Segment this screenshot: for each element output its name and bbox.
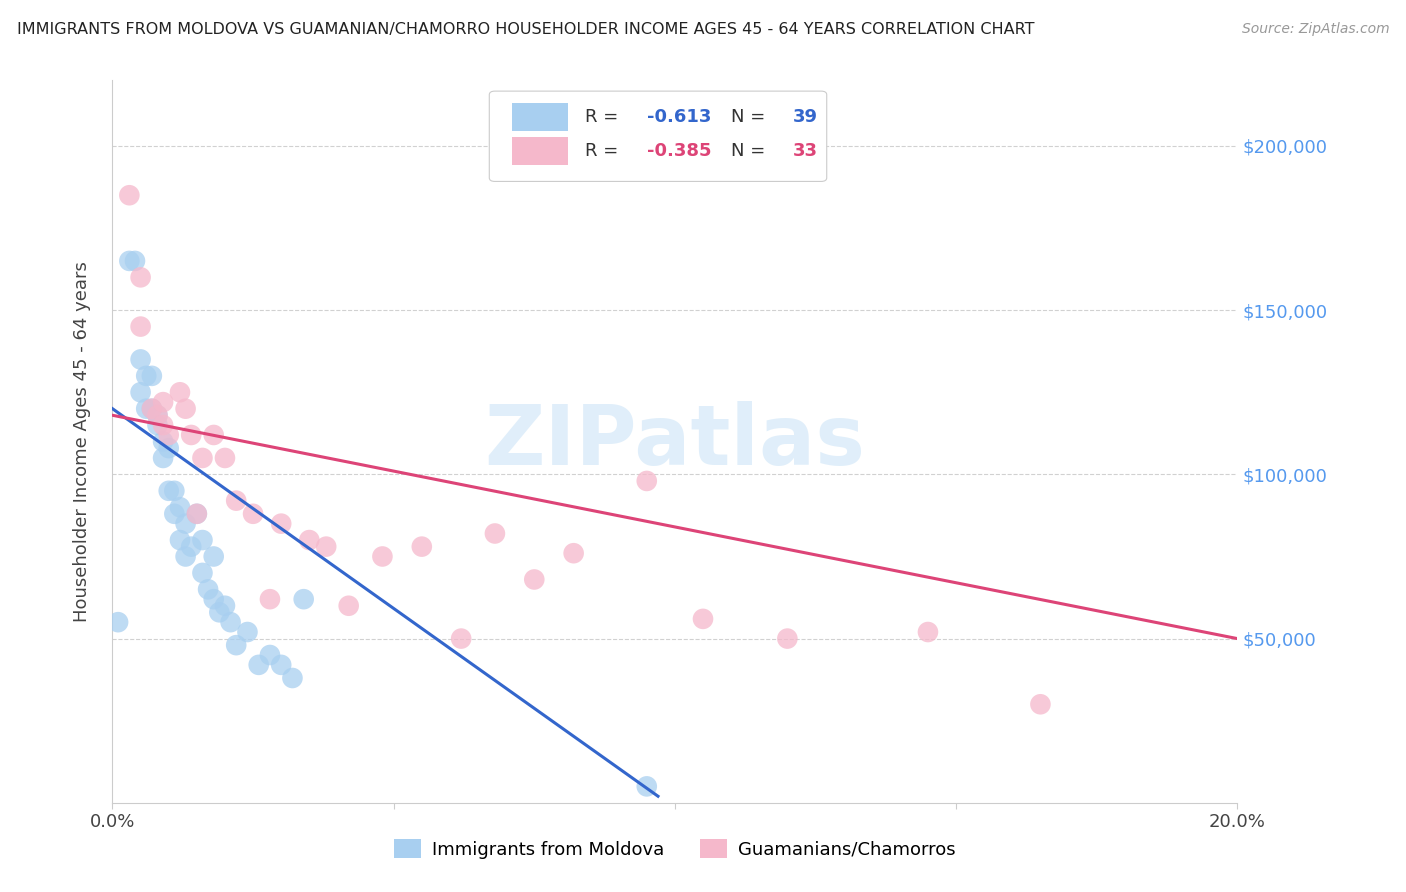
Point xyxy=(180,428,202,442)
Point xyxy=(315,540,337,554)
Text: -0.385: -0.385 xyxy=(647,142,711,160)
Point xyxy=(776,632,799,646)
Point xyxy=(169,385,191,400)
Point xyxy=(186,507,208,521)
Point xyxy=(152,418,174,433)
Point xyxy=(129,270,152,285)
Point xyxy=(169,500,191,515)
Point xyxy=(107,615,129,630)
Point xyxy=(636,780,658,794)
Point xyxy=(292,592,315,607)
Point xyxy=(242,507,264,521)
Point xyxy=(450,632,472,646)
Point xyxy=(411,540,433,554)
Point xyxy=(197,582,219,597)
Point xyxy=(146,418,169,433)
Point xyxy=(259,592,281,607)
Point xyxy=(636,474,658,488)
Point xyxy=(523,573,546,587)
Point xyxy=(337,599,360,613)
Y-axis label: Householder Income Ages 45 - 64 years: Householder Income Ages 45 - 64 years xyxy=(73,261,91,622)
Text: R =: R = xyxy=(585,108,624,126)
Point xyxy=(191,533,214,547)
Point xyxy=(917,625,939,640)
Point xyxy=(152,395,174,409)
Point xyxy=(174,401,197,416)
Point xyxy=(157,428,180,442)
Point xyxy=(270,516,292,531)
Point xyxy=(270,657,292,672)
Point xyxy=(163,507,186,521)
Point xyxy=(236,625,259,640)
Point xyxy=(152,434,174,449)
Point xyxy=(157,483,180,498)
Point xyxy=(124,253,146,268)
Point xyxy=(298,533,321,547)
Point xyxy=(157,441,180,455)
Text: ZIPatlas: ZIPatlas xyxy=(485,401,865,482)
Point xyxy=(371,549,394,564)
Text: IMMIGRANTS FROM MOLDOVA VS GUAMANIAN/CHAMORRO HOUSEHOLDER INCOME AGES 45 - 64 YE: IMMIGRANTS FROM MOLDOVA VS GUAMANIAN/CHA… xyxy=(17,22,1035,37)
Point xyxy=(219,615,242,630)
Point xyxy=(259,648,281,662)
Text: 39: 39 xyxy=(793,108,818,126)
Point xyxy=(180,540,202,554)
Point xyxy=(214,450,236,465)
Point xyxy=(135,401,157,416)
Point xyxy=(191,450,214,465)
Point xyxy=(141,401,163,416)
Point xyxy=(214,599,236,613)
Point xyxy=(562,546,585,560)
FancyBboxPatch shape xyxy=(489,91,827,181)
Text: R =: R = xyxy=(585,142,624,160)
Point xyxy=(186,507,208,521)
Point xyxy=(141,401,163,416)
Point xyxy=(692,612,714,626)
Text: N =: N = xyxy=(731,108,770,126)
Point xyxy=(225,638,247,652)
Point xyxy=(208,605,231,619)
Text: -0.613: -0.613 xyxy=(647,108,711,126)
Point xyxy=(135,368,157,383)
Point xyxy=(152,450,174,465)
Text: N =: N = xyxy=(731,142,770,160)
Point xyxy=(118,253,141,268)
Point xyxy=(202,549,225,564)
Point xyxy=(174,516,197,531)
Point xyxy=(247,657,270,672)
Point xyxy=(129,319,152,334)
Point xyxy=(174,549,197,564)
FancyBboxPatch shape xyxy=(512,137,568,165)
Point xyxy=(191,566,214,580)
Point xyxy=(129,385,152,400)
Point xyxy=(146,409,169,423)
Point xyxy=(281,671,304,685)
Point xyxy=(141,368,163,383)
Text: Source: ZipAtlas.com: Source: ZipAtlas.com xyxy=(1241,22,1389,37)
Point xyxy=(129,352,152,367)
Point xyxy=(225,493,247,508)
FancyBboxPatch shape xyxy=(512,103,568,131)
Point xyxy=(146,409,169,423)
Point xyxy=(118,188,141,202)
Text: 33: 33 xyxy=(793,142,818,160)
Point xyxy=(202,428,225,442)
Point xyxy=(169,533,191,547)
Point xyxy=(202,592,225,607)
Point xyxy=(163,483,186,498)
Point xyxy=(484,526,506,541)
Legend: Immigrants from Moldova, Guamanians/Chamorros: Immigrants from Moldova, Guamanians/Cham… xyxy=(387,832,963,866)
Point xyxy=(1029,698,1052,712)
